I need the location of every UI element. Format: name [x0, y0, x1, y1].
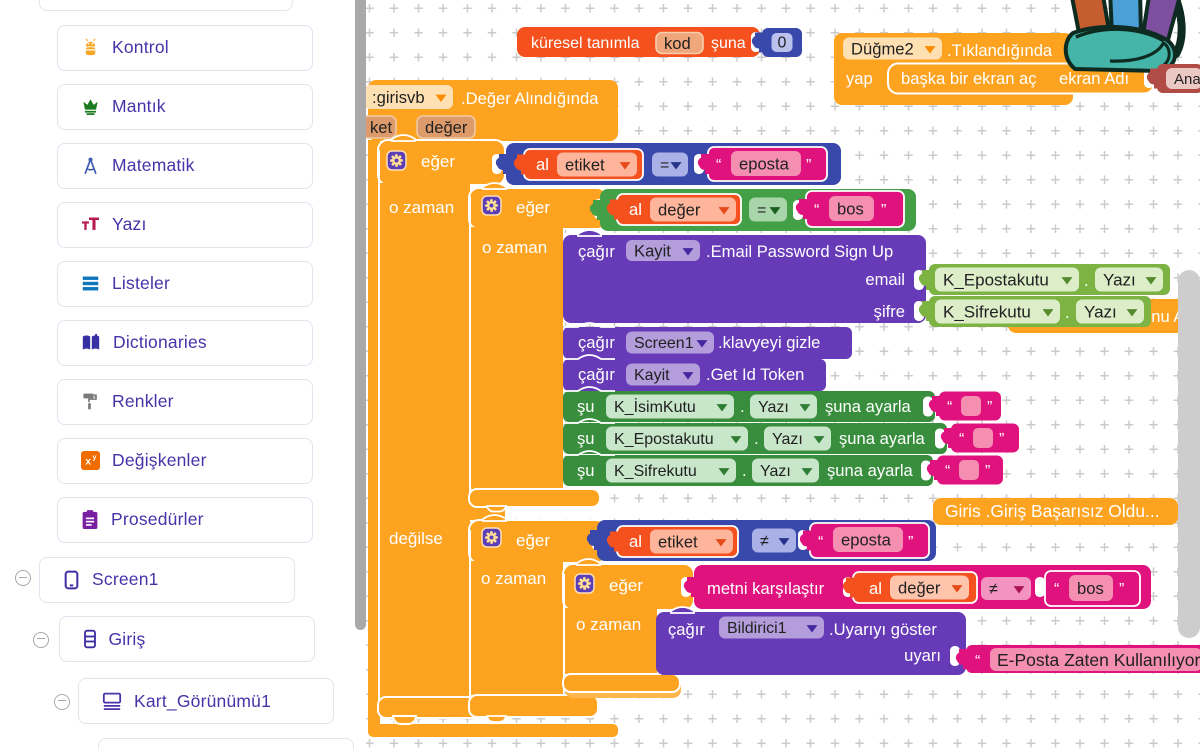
svg-text:kod: kod: [664, 34, 691, 53]
svg-text:bos: bos: [1077, 579, 1104, 598]
svg-text:şuna ayarla: şuna ayarla: [827, 461, 914, 480]
svg-text:metni karşılaştır: metni karşılaştır: [707, 579, 825, 598]
svg-text:eğer: eğer: [421, 152, 455, 171]
svg-text:=: =: [660, 157, 669, 174]
svg-text:Yazı: Yazı: [1084, 302, 1117, 321]
svg-text:değer: değer: [425, 118, 468, 137]
svg-text:şu: şu: [577, 429, 595, 448]
svg-text:.: .: [1065, 303, 1070, 322]
svg-text:“: “: [1054, 581, 1059, 598]
svg-text:=: =: [757, 202, 766, 219]
svg-text:yap: yap: [846, 69, 873, 88]
svg-text:”: ”: [881, 202, 886, 219]
svg-text:Yazı: Yazı: [758, 399, 789, 416]
svg-text:eğer: eğer: [516, 198, 550, 217]
svg-text:şifre: şifre: [874, 302, 905, 321]
svg-text:Kayit: Kayit: [634, 367, 670, 384]
svg-text:şu: şu: [577, 461, 595, 480]
svg-text:”: ”: [985, 463, 990, 480]
svg-text:”: ”: [987, 399, 992, 416]
svg-text:“: “: [716, 157, 721, 174]
svg-text:Bildirici1: Bildirici1: [727, 620, 787, 637]
svg-text:etiket: etiket: [565, 155, 605, 174]
svg-text:.: .: [1084, 271, 1089, 290]
svg-text:K_Sifrekutu: K_Sifrekutu: [943, 302, 1031, 321]
svg-text:eposta: eposta: [841, 530, 892, 549]
svg-text:o zaman: o zaman: [389, 198, 454, 217]
svg-text:değilse: değilse: [389, 529, 443, 548]
svg-text:E-Posta Zaten Kullanılıyor: E-Posta Zaten Kullanılıyor: [997, 650, 1200, 670]
svg-text:ket: ket: [370, 118, 393, 137]
svg-text:Yazı: Yazı: [1103, 270, 1136, 289]
svg-text:”: ”: [1119, 581, 1124, 598]
svg-text:çağır: çağır: [578, 333, 615, 352]
svg-text:şuna ayarla: şuna ayarla: [839, 429, 926, 448]
svg-text:.Email Password Sign Up: .Email Password Sign Up: [706, 242, 893, 261]
svg-text:“: “: [975, 653, 980, 670]
svg-text::girisvb: :girisvb: [372, 88, 425, 107]
svg-text:eğer: eğer: [609, 576, 643, 595]
svg-text:Yazı: Yazı: [760, 463, 791, 480]
svg-text:“: “: [947, 399, 952, 416]
svg-text:şuna: şuna: [711, 35, 746, 52]
svg-text:Ana: Ana: [1174, 71, 1200, 88]
svg-text:şu: şu: [577, 397, 595, 416]
svg-text:K_Epostakutu: K_Epostakutu: [943, 270, 1049, 289]
svg-text:“: “: [818, 534, 823, 551]
svg-text:.Get Id Token: .Get Id Token: [706, 365, 804, 384]
svg-text:o zaman: o zaman: [481, 569, 546, 588]
svg-text:.Değer Alındığında: .Değer Alındığında: [461, 89, 599, 108]
svg-text:çağır: çağır: [668, 620, 705, 639]
svg-text:“: “: [814, 202, 819, 219]
svg-text:değer: değer: [898, 578, 941, 597]
svg-text:.Uyarıyı göster: .Uyarıyı göster: [829, 620, 937, 639]
svg-text:bos: bos: [837, 199, 864, 218]
svg-text:Screen1: Screen1: [634, 335, 694, 352]
svg-text:Giris .Giriş Başarısız Oldu...: Giris .Giriş Başarısız Oldu...: [945, 501, 1160, 521]
svg-text:o zaman: o zaman: [482, 238, 547, 257]
svg-text:çağır: çağır: [578, 242, 615, 261]
svg-text:.Tıklandığında: .Tıklandığında: [947, 41, 1053, 60]
svg-text:”: ”: [908, 534, 913, 551]
svg-text:.: .: [754, 429, 759, 448]
svg-text:“: “: [945, 463, 950, 480]
svg-text:ekran Adı: ekran Adı: [1059, 69, 1129, 88]
svg-text:.: .: [742, 461, 747, 480]
svg-text:etiket: etiket: [658, 532, 698, 551]
svg-text:.klavyeyi gizle: .klavyeyi gizle: [718, 333, 820, 352]
svg-text:K_Sifrekutu: K_Sifrekutu: [614, 463, 697, 480]
svg-text:≠: ≠: [760, 533, 769, 550]
svg-text:o zaman: o zaman: [576, 615, 641, 634]
svg-text:eposta: eposta: [739, 154, 790, 173]
svg-text:küresel tanımla: küresel tanımla: [531, 35, 640, 52]
svg-text:”: ”: [806, 157, 811, 174]
svg-text:≠: ≠: [989, 581, 998, 598]
svg-text:uyarı: uyarı: [904, 646, 941, 665]
svg-text:al: al: [869, 579, 882, 598]
svg-text:eğer: eğer: [516, 531, 550, 550]
svg-text:Kayit: Kayit: [634, 241, 671, 260]
svg-text:”: ”: [999, 431, 1004, 448]
svg-text:başka bir ekran aç: başka bir ekran aç: [901, 69, 1037, 88]
svg-text:.: .: [740, 397, 745, 416]
svg-text:K_İsimKutu: K_İsimKutu: [614, 397, 696, 416]
svg-text:şuna ayarla: şuna ayarla: [825, 397, 912, 416]
svg-text:al: al: [629, 200, 642, 219]
svg-text:0: 0: [778, 35, 787, 52]
svg-text:“: “: [959, 431, 964, 448]
svg-text:çağır: çağır: [578, 365, 615, 384]
svg-text:değer: değer: [658, 200, 701, 219]
svg-text:y: y: [92, 454, 96, 462]
svg-text:Yazı: Yazı: [772, 431, 803, 448]
svg-text:email: email: [865, 270, 905, 289]
svg-text:K_Epostakutu: K_Epostakutu: [614, 431, 714, 448]
svg-text:al: al: [629, 532, 642, 551]
svg-text:al: al: [536, 155, 549, 174]
svg-text:x: x: [85, 456, 91, 467]
svg-text:Düğme2: Düğme2: [851, 39, 914, 58]
